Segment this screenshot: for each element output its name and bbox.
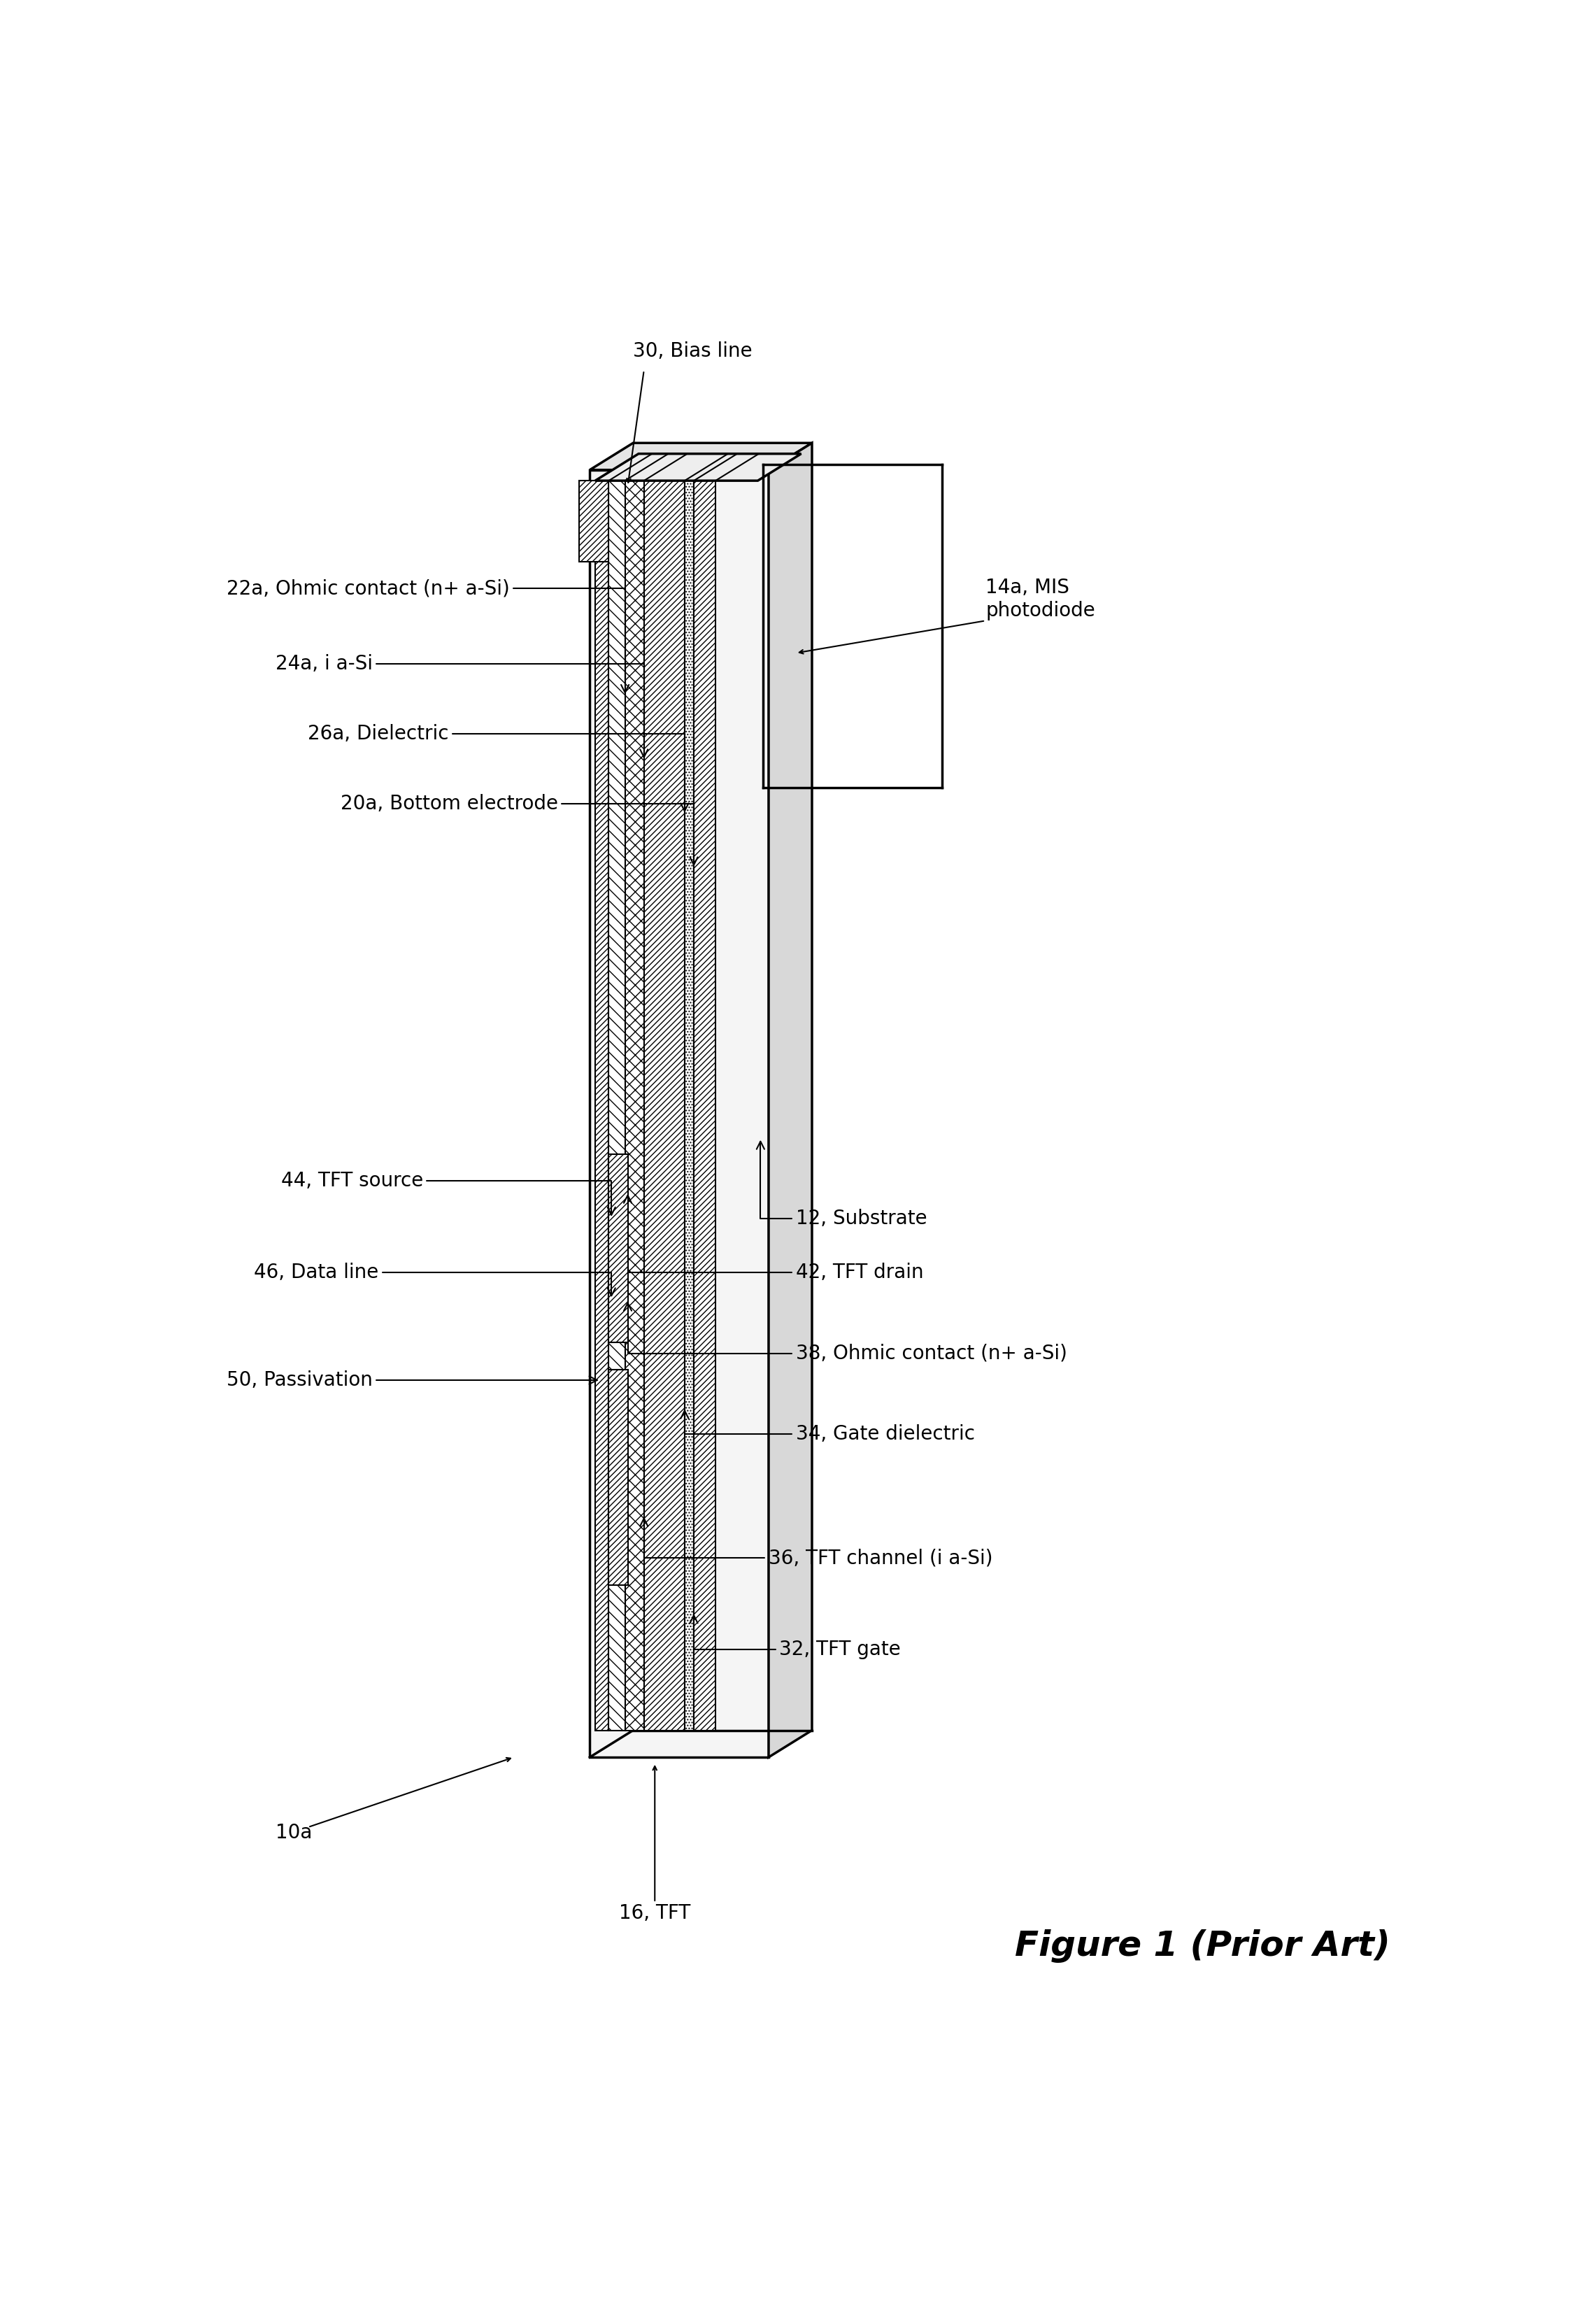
Bar bbox=[608, 481, 626, 1730]
Bar bbox=[579, 481, 608, 561]
Bar bbox=[595, 481, 608, 1730]
Bar bbox=[626, 481, 643, 1730]
Text: 42, TFT drain: 42, TFT drain bbox=[624, 1196, 924, 1283]
Text: 14a, MIS
photodiode: 14a, MIS photodiode bbox=[985, 577, 1095, 621]
Text: 24a, i a-Si: 24a, i a-Si bbox=[276, 653, 648, 757]
Text: 38, Ohmic contact (n+ a-Si): 38, Ohmic contact (n+ a-Si) bbox=[624, 1304, 1068, 1364]
Polygon shape bbox=[595, 453, 801, 481]
Text: 26a, Dielectric: 26a, Dielectric bbox=[308, 724, 688, 812]
Bar bbox=[608, 1368, 627, 1585]
Text: 12, Substrate: 12, Substrate bbox=[757, 1141, 927, 1228]
Bar bbox=[643, 481, 685, 1730]
Polygon shape bbox=[769, 444, 812, 1757]
Bar bbox=[694, 481, 715, 1730]
Text: 44, TFT source: 44, TFT source bbox=[281, 1171, 616, 1214]
Text: 16, TFT: 16, TFT bbox=[619, 1904, 691, 1923]
Bar bbox=[685, 481, 694, 1730]
Text: 32, TFT gate: 32, TFT gate bbox=[689, 1615, 902, 1658]
Text: 46, Data line: 46, Data line bbox=[254, 1263, 616, 1295]
Text: 30, Bias line: 30, Bias line bbox=[634, 340, 752, 361]
Bar bbox=[608, 1155, 627, 1343]
Text: 20a, Bottom electrode: 20a, Bottom electrode bbox=[340, 793, 697, 865]
Polygon shape bbox=[591, 444, 812, 469]
Bar bbox=[591, 469, 769, 1757]
Text: 34, Gate dielectric: 34, Gate dielectric bbox=[681, 1410, 975, 1444]
Text: 36, TFT channel (i a-Si): 36, TFT channel (i a-Si) bbox=[640, 1518, 993, 1569]
Text: 22a, Ohmic contact (n+ a-Si): 22a, Ohmic contact (n+ a-Si) bbox=[227, 580, 629, 692]
Text: Figure 1 (Prior Art): Figure 1 (Prior Art) bbox=[1015, 1930, 1390, 1962]
Text: 10a: 10a bbox=[276, 1822, 311, 1842]
Text: 50, Passivation: 50, Passivation bbox=[227, 1371, 597, 1389]
